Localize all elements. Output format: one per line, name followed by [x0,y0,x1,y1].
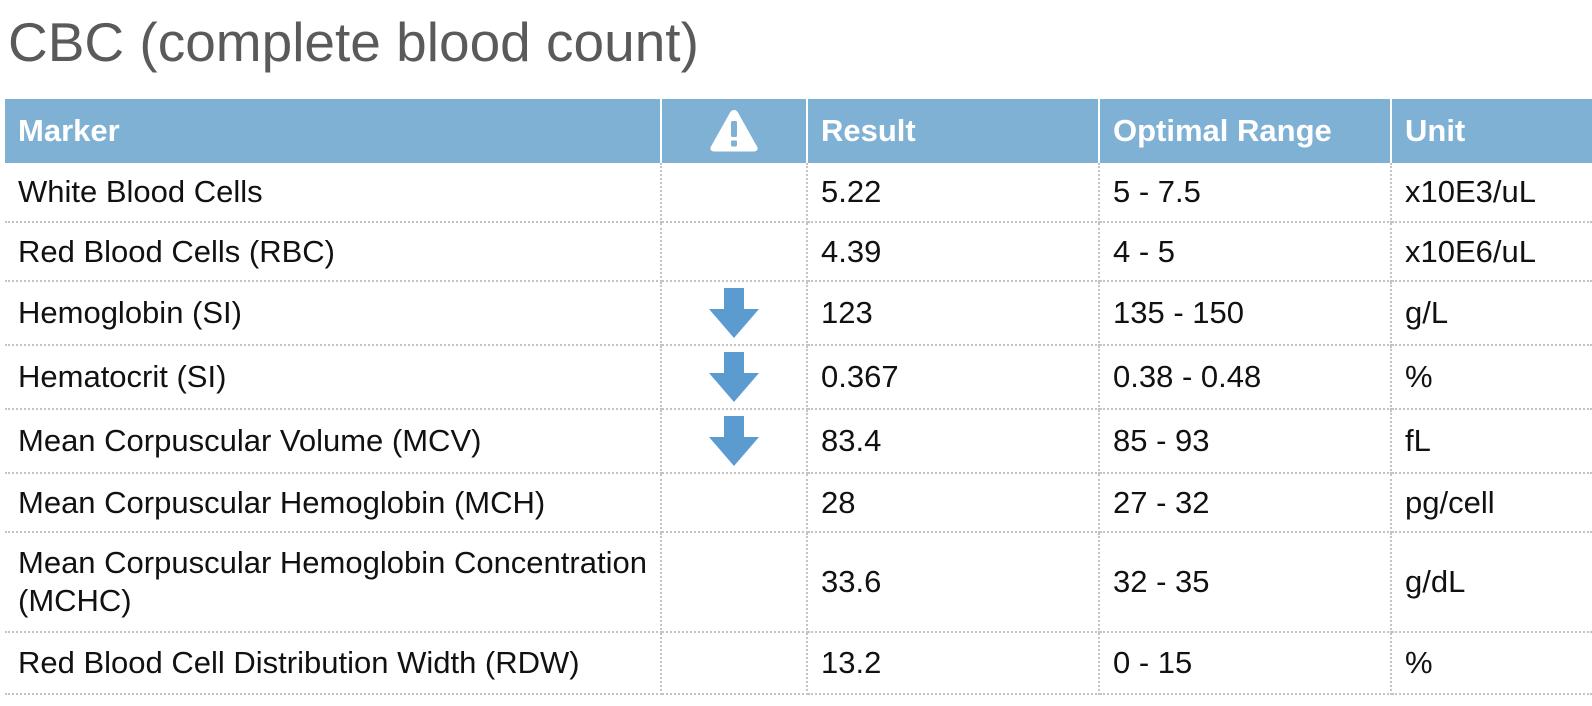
column-header-optimal-range: Optimal Range [1099,99,1392,163]
table-row: Mean Corpuscular Hemoglobin Concentratio… [5,532,1592,633]
unit: % [1391,632,1592,695]
optimal-range: 4 - 5 [1099,222,1392,282]
column-header-flag [661,99,808,163]
marker-name: Hematocrit (SI) [5,345,662,410]
low-arrow-down-icon [709,288,759,338]
table-row: White Blood Cells 5.22 5 - 7.5 x10E3/uL [5,163,1592,223]
flag-cell [661,473,808,533]
flag-cell [661,281,808,346]
table-row: Hematocrit (SI) 0.367 0.38 - 0.48 % [5,345,1592,410]
table-row: Red Blood Cells (RBC) 4.39 4 - 5 x10E6/u… [5,222,1592,282]
table-row: Red Blood Cell Distribution Width (RDW) … [5,632,1592,695]
optimal-range: 32 - 35 [1099,532,1392,633]
marker-name: Mean Corpuscular Hemoglobin Concentratio… [5,532,662,633]
result-value: 0.367 [807,345,1100,410]
unit: x10E3/uL [1391,163,1592,223]
table-row: Mean Corpuscular Hemoglobin (MCH) 28 27 … [5,473,1592,533]
flag-cell [661,163,808,223]
unit: g/L [1391,281,1592,346]
optimal-range: 5 - 7.5 [1099,163,1392,223]
marker-name: White Blood Cells [5,163,662,223]
marker-name: Hemoglobin (SI) [5,281,662,346]
low-arrow-down-icon [709,352,759,402]
column-header-marker: Marker [5,99,662,163]
flag-cell [661,632,808,695]
marker-name: Red Blood Cells (RBC) [5,222,662,282]
warning-icon [708,107,760,155]
unit: fL [1391,409,1592,474]
flag-cell [661,532,808,633]
column-header-unit: Unit [1405,113,1466,148]
marker-name: Red Blood Cell Distribution Width (RDW) [5,632,662,695]
unit: % [1391,345,1592,410]
optimal-range: 0.38 - 0.48 [1099,345,1392,410]
flag-cell [661,345,808,410]
marker-name: Mean Corpuscular Volume (MCV) [5,409,662,474]
low-arrow-down-icon [709,416,759,466]
result-value: 28 [807,473,1100,533]
unit: g/dL [1391,532,1592,633]
unit: x10E6/uL [1391,222,1592,282]
page-title: CBC (complete blood count) [8,11,699,73]
result-value: 4.39 [807,222,1100,282]
marker-name: Mean Corpuscular Hemoglobin (MCH) [5,473,662,533]
optimal-range: 27 - 32 [1099,473,1392,533]
optimal-range: 85 - 93 [1099,409,1392,474]
optimal-range: 0 - 15 [1099,632,1392,695]
result-value: 83.4 [807,409,1100,474]
result-value: 5.22 [807,163,1100,223]
unit: pg/cell [1391,473,1592,533]
table-header-row: Marker Result Optimal Range Unit [5,99,1592,163]
optimal-range: 135 - 150 [1099,281,1392,346]
column-header-result: Result [807,99,1100,163]
cbc-results-table: Marker Result Optimal Range Unit White B… [5,99,1592,695]
result-value: 13.2 [807,632,1100,695]
result-value: 33.6 [807,532,1100,633]
flag-cell [661,409,808,474]
table-row: Mean Corpuscular Volume (MCV) 83.4 85 - … [5,409,1592,474]
result-value: 123 [807,281,1100,346]
table-row: Hemoglobin (SI) 123 135 - 150 g/L [5,281,1592,346]
flag-cell [661,222,808,282]
